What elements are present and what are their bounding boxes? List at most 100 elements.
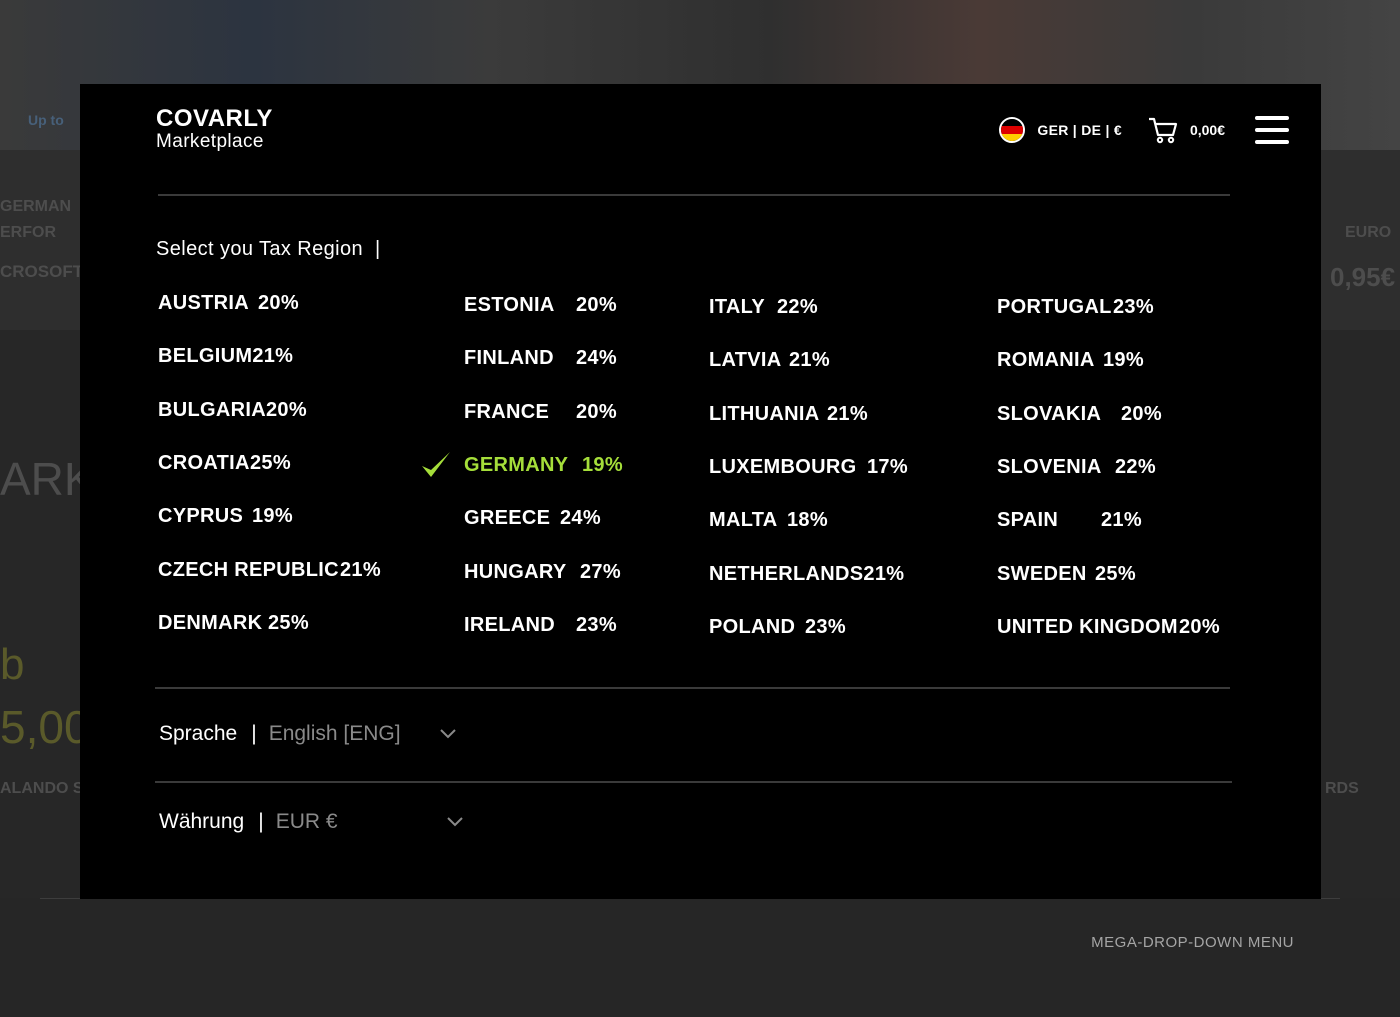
cart-icon[interactable] — [1148, 116, 1178, 144]
background-text: EURO — [1345, 224, 1392, 241]
currency-setting[interactable]: Währung | EUR € — [159, 810, 464, 834]
country-name: BELGIUM — [158, 345, 253, 367]
tax-region-option-ireland[interactable]: IRELAND 23% — [464, 614, 617, 637]
country-name: ROMANIA — [997, 349, 1095, 371]
tax-region-option-hungary[interactable]: HUNGARY 27% — [464, 561, 621, 584]
country-name: GERMANY — [464, 454, 569, 476]
tax-region-option-croatia[interactable]: CROATIA25% — [158, 452, 291, 475]
background-text: GERMAN — [0, 198, 72, 215]
background-footer — [0, 898, 1400, 1017]
tax-rate: 25% — [268, 612, 309, 634]
tax-region-option-slovenia[interactable]: SLOVENIA 22% — [997, 456, 1156, 479]
cart-total[interactable]: 0,00€ — [1189, 122, 1225, 138]
tax-region-option-luxembourg[interactable]: LUXEMBOURG 17% — [709, 456, 908, 479]
brand-name: COVARLY — [156, 105, 273, 132]
tax-rate: 21% — [789, 349, 830, 371]
settings-divider — [155, 781, 1232, 783]
tax-region-option-sweden[interactable]: SWEDEN 25% — [997, 563, 1136, 586]
tax-region-option-united-kingdom[interactable]: UNITED KINGDOM20% — [997, 616, 1220, 639]
country-name: GREECE — [464, 507, 551, 529]
tax-region-option-romania[interactable]: ROMANIA 19% — [997, 349, 1144, 372]
tax-region-option-cyprus[interactable]: CYPRUS 19% — [158, 505, 293, 528]
country-name: SPAIN — [997, 509, 1059, 531]
tax-rate: 21% — [827, 403, 868, 425]
tax-rate: 20% — [266, 399, 307, 421]
country-name: ITALY — [709, 296, 765, 318]
tax-rate: 23% — [576, 614, 617, 636]
tax-rate: 19% — [582, 454, 623, 476]
tax-region-option-germany[interactable]: GERMANY 19% — [464, 454, 623, 477]
tax-region-option-bulgaria[interactable]: BULGARIA20% — [158, 399, 307, 422]
tax-region-option-france[interactable]: FRANCE 20% — [464, 401, 617, 424]
tax-region-option-lithuania[interactable]: LITHUANIA 21% — [709, 403, 868, 426]
tax-region-title: Select you Tax Region | — [156, 238, 381, 261]
tax-region-option-italy[interactable]: ITALY 22% — [709, 296, 818, 319]
country-name: ESTONIA — [464, 294, 555, 316]
chevron-down-icon[interactable] — [446, 816, 464, 828]
flag-stripe-red — [1001, 126, 1024, 134]
header-actions: GER | DE | € 0,00€ — [999, 114, 1289, 146]
flag-stripe-gold — [1001, 133, 1024, 141]
tax-rate: 22% — [1115, 456, 1156, 478]
tax-region-option-czech-republic[interactable]: CZECH REPUBLIC21% — [158, 559, 381, 582]
country-name: SWEDEN — [997, 563, 1087, 585]
tax-region-option-poland[interactable]: POLAND 23% — [709, 616, 846, 639]
locale-selector[interactable]: GER | DE | € — [1037, 122, 1122, 138]
tax-region-option-portugal[interactable]: PORTUGAL23% — [997, 296, 1154, 319]
tax-rate: 22% — [777, 296, 818, 318]
background-text: ARK — [0, 453, 95, 505]
tax-rate: 20% — [258, 292, 299, 314]
tax-region-option-greece[interactable]: GREECE 24% — [464, 507, 601, 530]
country-name: FRANCE — [464, 401, 550, 423]
tax-rate: 21% — [340, 559, 381, 581]
brand-logo[interactable]: COVARLY Marketplace — [156, 105, 273, 152]
country-name: NETHERLANDS — [709, 563, 864, 585]
language-setting[interactable]: Sprache | English [ENG] — [159, 722, 457, 746]
country-name: CZECH REPUBLIC — [158, 559, 339, 581]
title-separator: | — [375, 238, 381, 260]
background-text: b — [0, 640, 25, 689]
country-name: UNITED KINGDOM — [997, 616, 1178, 638]
background-text: 5,00 — [0, 701, 90, 753]
tax-region-label: Select you Tax Region — [156, 238, 364, 260]
background-text: ALANDO S — [0, 780, 84, 797]
tax-region-option-netherlands[interactable]: NETHERLANDS21% — [709, 563, 904, 586]
tax-rate: 27% — [580, 561, 621, 583]
tax-region-option-finland[interactable]: FINLAND 24% — [464, 347, 617, 370]
country-name: DENMARK — [158, 612, 263, 634]
tax-region-option-belgium[interactable]: BELGIUM21% — [158, 345, 293, 368]
country-name: SLOVAKIA — [997, 403, 1102, 425]
tax-region-option-estonia[interactable]: ESTONIA 20% — [464, 294, 617, 317]
tax-region-option-malta[interactable]: MALTA 18% — [709, 509, 828, 532]
tax-region-option-spain[interactable]: SPAIN 21% — [997, 509, 1142, 532]
checkmark-icon — [422, 452, 450, 477]
tax-region-option-latvia[interactable]: LATVIA 21% — [709, 349, 830, 372]
tax-rate: 19% — [1103, 349, 1144, 371]
germany-flag-icon[interactable] — [999, 117, 1026, 143]
country-name: LITHUANIA — [709, 403, 820, 425]
tax-rate: 24% — [560, 507, 601, 529]
tax-rate: 20% — [1179, 616, 1220, 638]
country-name: FINLAND — [464, 347, 554, 369]
brand-subtitle: Marketplace — [156, 131, 264, 152]
country-name: MALTA — [709, 509, 778, 531]
country-name: LATVIA — [709, 349, 782, 371]
currency-label: Währung — [159, 810, 245, 833]
country-name: HUNGARY — [464, 561, 567, 583]
tax-rate: 18% — [787, 509, 828, 531]
tax-rate: 20% — [1121, 403, 1162, 425]
language-select[interactable]: English [ENG] — [268, 722, 401, 745]
tax-rate: 23% — [805, 616, 846, 638]
country-name: AUSTRIA — [158, 292, 249, 314]
background-text: 0,95€ — [1330, 262, 1396, 292]
currency-select[interactable]: EUR € — [275, 810, 338, 833]
background-text: RDS — [1325, 780, 1359, 797]
tax-region-option-denmark[interactable]: DENMARK 25% — [158, 612, 309, 635]
tax-rate: 21% — [252, 345, 294, 367]
tax-region-option-slovakia[interactable]: SLOVAKIA 20% — [997, 403, 1162, 426]
country-name: BULGARIA — [158, 399, 266, 421]
chevron-down-icon[interactable] — [439, 728, 457, 740]
tax-region-option-austria[interactable]: AUSTRIA 20% — [158, 292, 299, 315]
header-divider — [158, 194, 1230, 196]
hamburger-menu-icon[interactable] — [1255, 116, 1289, 144]
